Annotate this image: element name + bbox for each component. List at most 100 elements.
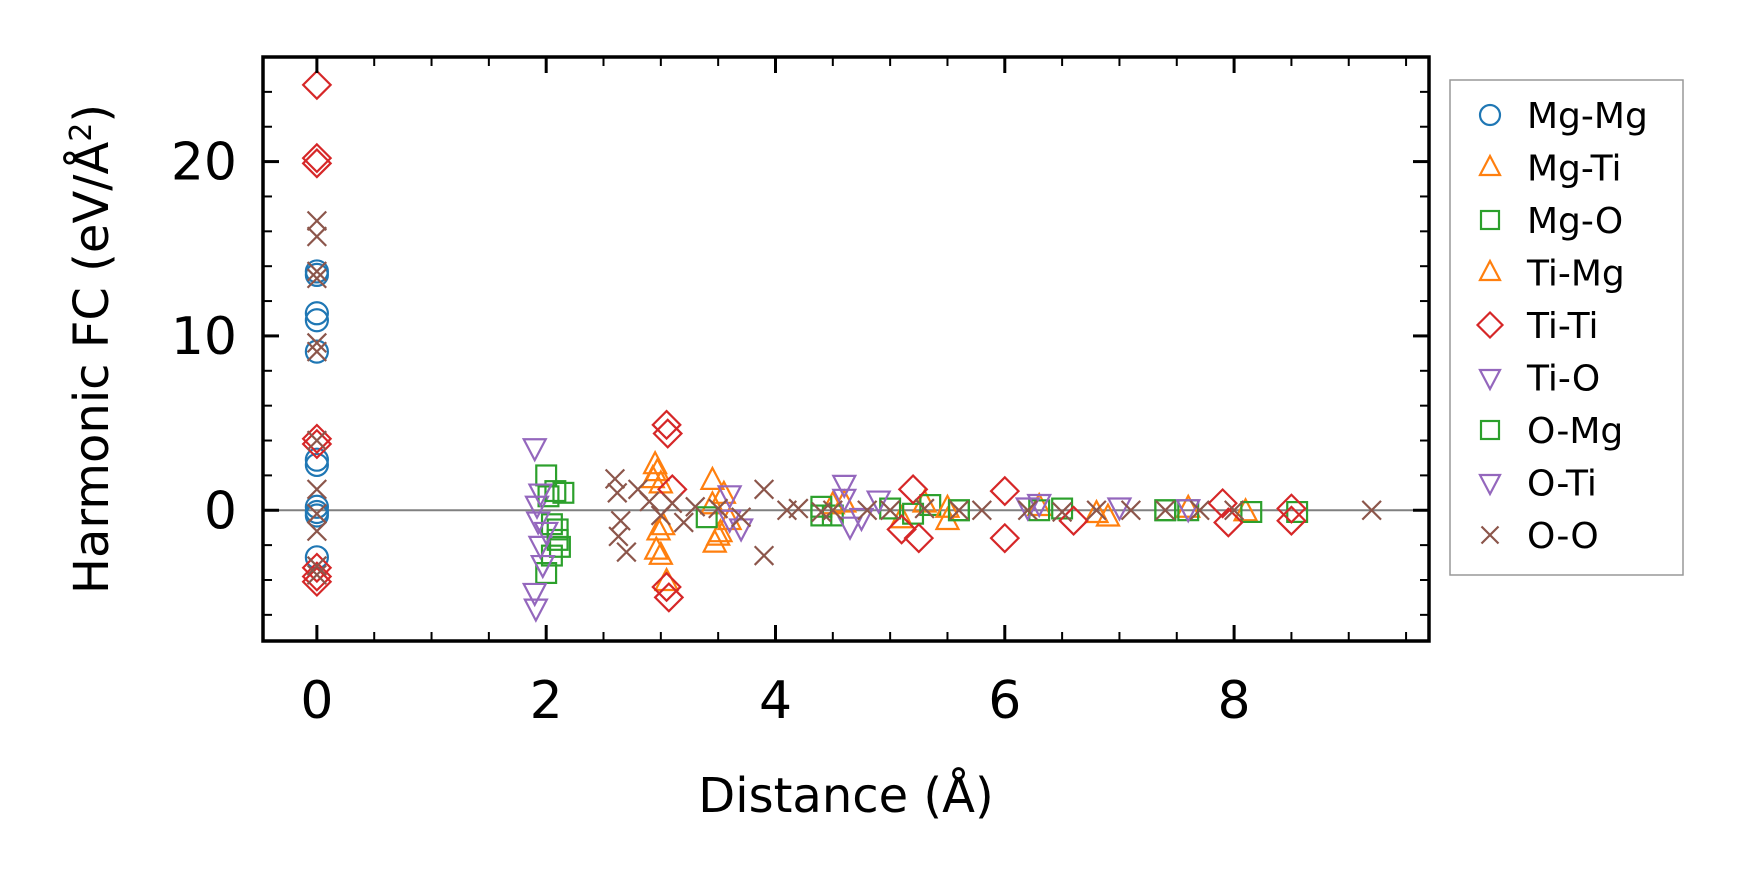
legend-label: Mg-Ti <box>1527 149 1621 190</box>
data-point <box>304 262 329 288</box>
y-axis-title-close: ) <box>64 104 120 123</box>
legend-item: Ti-O <box>1478 359 1600 400</box>
legend-label: Ti-O <box>1526 359 1600 400</box>
data-point <box>1175 499 1202 524</box>
series-mg-ti <box>639 449 1259 592</box>
y-tick-label: 10 <box>171 307 237 367</box>
data-point <box>685 496 706 517</box>
data-point <box>529 554 556 580</box>
data-point <box>301 148 333 179</box>
legend-item: O-Ti <box>1478 464 1597 505</box>
data-point <box>301 561 333 592</box>
x-tick-label: 0 <box>300 671 333 731</box>
data-point <box>521 582 548 608</box>
data-point <box>1276 493 1307 524</box>
data-point <box>301 428 333 460</box>
axis-ticks <box>263 57 1429 641</box>
legend-label: O-O <box>1527 516 1599 557</box>
series-ti-ti <box>301 69 1307 613</box>
data-point <box>306 226 328 247</box>
data-point <box>857 500 878 521</box>
legend-item: O-Mg <box>1479 411 1623 452</box>
data-point <box>1028 499 1051 522</box>
data-point <box>521 438 548 463</box>
data-point <box>934 505 961 531</box>
data-point <box>948 500 970 521</box>
data-point <box>301 69 333 101</box>
plot-frame <box>261 55 1431 643</box>
data-point <box>1240 500 1263 523</box>
legend-label: Ti-Mg <box>1526 254 1625 295</box>
data-point <box>695 506 718 529</box>
data-point <box>306 261 328 282</box>
data-point <box>1017 500 1038 521</box>
data-point <box>616 541 637 563</box>
data-point <box>1189 500 1210 521</box>
data-point <box>897 474 929 505</box>
data-point <box>544 480 567 503</box>
legend-label: O-Ti <box>1527 464 1597 505</box>
data-point <box>947 499 970 522</box>
data-point <box>306 564 328 585</box>
data-point <box>301 423 333 455</box>
data-point <box>788 498 809 519</box>
legend-marker <box>1480 525 1500 545</box>
data-point <box>643 535 670 560</box>
data-point <box>304 503 329 528</box>
data-point <box>607 482 628 503</box>
data-point <box>662 493 683 514</box>
data-point <box>934 493 961 518</box>
legend-item: Ti-Mg <box>1478 254 1625 295</box>
data-point <box>865 490 892 515</box>
data-point <box>1232 496 1259 522</box>
legend-marker <box>1478 103 1502 127</box>
data-point <box>708 498 729 519</box>
data-point <box>1223 500 1245 521</box>
legend-label: Mg-O <box>1527 201 1623 242</box>
legend-marker <box>1478 473 1502 497</box>
data-point <box>886 514 917 545</box>
data-point <box>301 566 333 598</box>
data-point <box>648 540 674 565</box>
data-point <box>546 518 569 541</box>
data-point <box>1106 497 1133 522</box>
data-point <box>548 535 571 558</box>
data-point <box>1276 505 1307 537</box>
data-point <box>989 475 1021 507</box>
data-point <box>1058 505 1089 537</box>
data-point <box>301 142 333 174</box>
data-point <box>552 481 575 504</box>
data-point <box>1154 499 1177 522</box>
data-point <box>653 582 685 613</box>
series-o-o <box>306 210 1382 585</box>
y-tick-label: 20 <box>171 133 237 193</box>
data-point <box>822 500 843 521</box>
legend-item: O-O <box>1480 516 1599 557</box>
data-point <box>837 516 863 541</box>
data-point <box>673 512 694 533</box>
legend: Mg-Mg Mg-Ti Mg-O Ti-Mg Ti-Ti Ti-O O-Mg O-Ti O-O <box>1449 79 1684 576</box>
data-point <box>1120 500 1142 521</box>
data-point <box>1086 500 1107 521</box>
data-point <box>304 339 329 364</box>
y-axis-title-sup: 2 <box>64 123 99 142</box>
data-point <box>1175 493 1202 518</box>
data-point <box>707 517 734 543</box>
data-point <box>608 526 629 547</box>
data-point <box>306 268 328 289</box>
y-axis-title-main: Harmonic FC (eV/Å <box>63 142 120 595</box>
data-point <box>304 447 329 472</box>
data-point <box>1051 501 1073 523</box>
data-point <box>1213 507 1244 538</box>
legend-item: Mg-Mg <box>1478 96 1648 137</box>
data-point <box>645 516 672 541</box>
data-point <box>306 555 328 577</box>
series-o-mg <box>544 480 1177 541</box>
legend-label: Mg-Mg <box>1527 96 1648 137</box>
data-point <box>699 465 726 490</box>
x-axis-title: Distance (Å) <box>698 767 993 824</box>
data-point <box>716 509 743 534</box>
data-point <box>306 430 328 451</box>
data-point <box>306 332 328 354</box>
data-point <box>914 498 935 519</box>
